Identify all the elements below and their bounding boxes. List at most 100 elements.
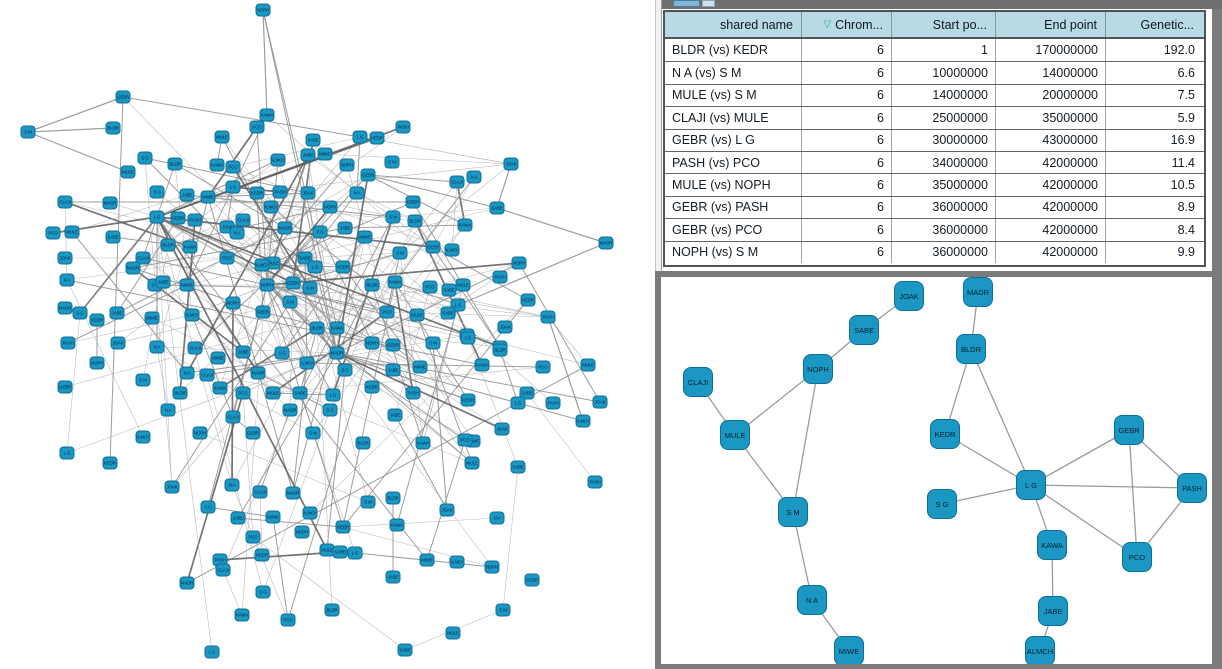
network-node-gebr[interactable]: GEBR [1114,415,1144,445]
network-node[interactable]: MIWE [317,147,333,161]
network-node[interactable]: L G [347,546,363,560]
filter-icon[interactable]: ▽ [823,18,832,30]
network-node[interactable]: BLDR [172,386,188,400]
network-node[interactable]: PCO [219,251,235,265]
network-node[interactable]: CLAJI [135,251,151,265]
network-node[interactable]: PASH [405,386,421,400]
network-node[interactable]: N A [489,511,505,525]
table-row[interactable]: GEBR (vs) PCO 6 36000000 42000000 8.4 [665,218,1204,241]
network-node[interactable]: NOPH [484,560,500,574]
network-node[interactable]: CLAJI [187,341,203,355]
network-node[interactable]: NOPH [294,525,310,539]
network-node[interactable]: KEDR [520,293,536,307]
network-node[interactable]: MULE [64,225,80,239]
network-node[interactable]: MULE [214,130,230,144]
network-node[interactable]: SABE [305,133,321,147]
network-node[interactable]: S M [425,336,441,350]
network-node[interactable]: MIWE [419,553,435,567]
network-node[interactable]: GEBR [255,305,271,319]
network-node-s-m[interactable]: S M [778,497,808,527]
network-node[interactable]: KAWA [389,518,405,532]
network-node[interactable]: PCO [245,530,261,544]
network-node[interactable]: JOAK [503,157,519,171]
network-node[interactable]: BLDR [492,343,508,357]
network-node[interactable]: MADR [250,366,266,380]
network-node[interactable]: KEDR [89,313,105,327]
network-node[interactable]: MULE [445,626,461,640]
network-node[interactable]: BLDR [364,278,380,292]
network-node[interactable]: N A [179,366,195,380]
network-node[interactable]: S M [302,281,318,295]
network-node[interactable]: PCO [249,120,265,134]
network-node[interactable]: MIWE [210,351,226,365]
network-node[interactable]: NOPH [259,278,275,292]
network-node[interactable]: BLDR [385,491,401,505]
network-node[interactable]: ALMCH [184,308,200,322]
column-header-shared-name[interactable]: shared name [665,12,801,37]
network-node[interactable]: KAWA [474,358,490,372]
table-row[interactable]: NOPH (vs) S M 6 36000000 42000000 9.9 [665,240,1204,263]
network-node[interactable]: S M [495,603,511,617]
network-node[interactable]: GEBR [285,276,301,290]
network-node[interactable]: GEBR [524,573,540,587]
network-node[interactable]: N A [349,186,365,200]
column-header-end-point[interactable]: End point [995,12,1105,37]
network-node[interactable]: KAWA [457,218,473,232]
column-header-start-po-[interactable]: Start po... [891,12,995,37]
network-node[interactable]: JABE [385,570,401,584]
network-node[interactable]: JABE [235,345,251,359]
network-node[interactable]: CLAJI [235,213,251,227]
table-row[interactable]: BLDR (vs) KEDR 6 1 170000000 192.0 [665,39,1204,62]
network-node[interactable]: KAWA [209,158,225,172]
network-node[interactable]: S M [135,373,151,387]
network-node[interactable]: MULE [265,386,281,400]
network-node[interactable]: BLDR [355,436,371,450]
network-node[interactable]: N A [224,478,240,492]
network-node[interactable]: KEDR [364,380,380,394]
network-node[interactable]: NOPH [364,336,380,350]
network-node[interactable]: S M [360,495,376,509]
network-node[interactable]: KAWA [212,381,228,395]
table-row[interactable]: MULE (vs) S M 6 14000000 20000000 7.5 [665,83,1204,107]
network-node[interactable]: KAWA [182,240,198,254]
network-node[interactable]: PASH [545,396,561,410]
network-node[interactable]: PASH [187,213,203,227]
network-node[interactable]: MADR [179,576,195,590]
network-node[interactable]: MADR [282,403,298,417]
network-node[interactable]: PASH [587,475,603,489]
network-node[interactable]: NOPH [511,256,527,270]
network-node[interactable]: MIWE [200,190,216,204]
network-node[interactable]: GEBR [335,520,351,534]
network-node[interactable]: JABE [387,408,403,422]
network-node[interactable]: GEBR [115,90,131,104]
network-node-madr[interactable]: MADR [963,277,993,307]
network-node[interactable]: PCO [280,613,296,627]
network-node[interactable]: KAWA [387,275,403,289]
network-node[interactable]: CLAJI [252,485,268,499]
table-row[interactable]: GEBR (vs) L G 6 30000000 43000000 16.9 [665,128,1204,151]
network-node[interactable]: PCO [422,280,438,294]
column-header-chrom-[interactable]: ▽ Chrom... [801,12,891,37]
network-node[interactable]: GEBR [405,195,421,209]
network-node[interactable]: NOPH [255,3,271,17]
network-node[interactable]: MADR [102,196,118,210]
column-header-genetic-[interactable]: Genetic... [1105,12,1202,37]
network-node[interactable]: PCO [379,305,395,319]
network-node[interactable]: JABE [155,275,171,289]
network-node[interactable]: MADR [285,486,301,500]
network-node[interactable]: JOAK [497,320,513,334]
network-node[interactable]: ALMCH [302,506,318,520]
network-node[interactable]: KAWA [329,321,345,335]
table-row[interactable]: MULE (vs) NOPH 6 35000000 42000000 10.5 [665,173,1204,196]
network-node[interactable]: SABE [519,386,535,400]
network-node[interactable]: L G [307,260,323,274]
network-node-l-g[interactable]: L G [1016,470,1046,500]
network-node[interactable]: MADR [125,261,141,275]
network-node[interactable]: S M [385,210,401,224]
network-node[interactable]: N A [466,170,482,184]
network-node[interactable]: PASH [272,185,288,199]
network-node[interactable]: KAWA [259,108,275,122]
network-node[interactable]: SABE [510,460,526,474]
network-node[interactable]: JOAK [57,251,73,265]
network-node[interactable]: ALMCH [444,243,460,257]
